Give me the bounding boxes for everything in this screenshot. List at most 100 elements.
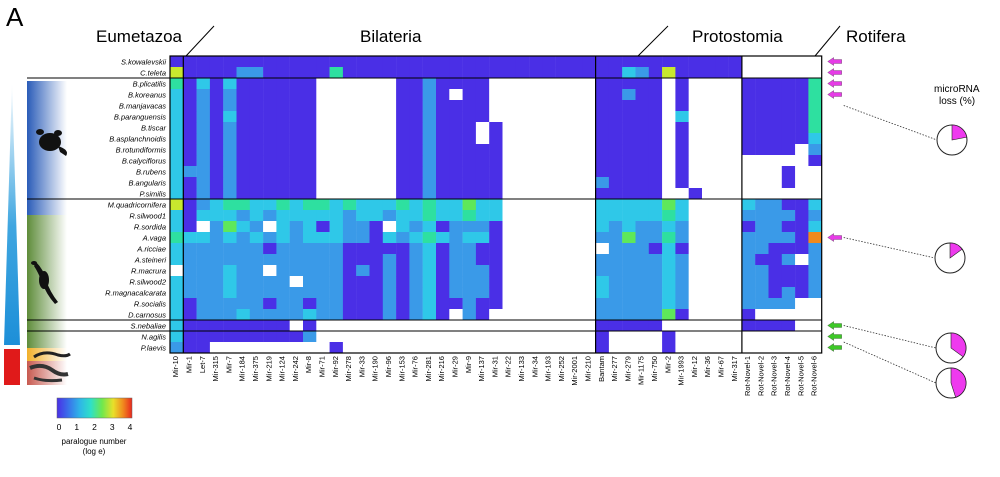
heatmap-cell [515, 199, 530, 211]
heatmap-cell [303, 331, 317, 343]
heatmap-cell [569, 243, 583, 255]
heatmap-cell [409, 133, 423, 145]
heatmap-cell [608, 309, 623, 321]
heatmap-cell [622, 331, 636, 343]
heatmap-cell [662, 276, 676, 288]
heatmap-cell [502, 133, 516, 145]
column-label: Mir-12 [690, 356, 699, 377]
heatmap-cell [436, 309, 450, 321]
row-label: B.rubens [136, 167, 166, 176]
heatmap-cell [622, 243, 636, 255]
heatmap-cell [223, 78, 237, 90]
heatmap-cell [183, 320, 197, 332]
heatmap-cell [170, 221, 184, 233]
column-label: Rot-Novel-5 [796, 356, 805, 396]
heatmap-cell [795, 287, 809, 299]
heatmap-cell [249, 56, 264, 68]
heatmap-cell [662, 133, 676, 145]
heatmap-cell [688, 100, 703, 112]
heatmap-cell [755, 309, 769, 321]
heatmap-cell [622, 265, 636, 277]
heatmap-cell [502, 276, 516, 288]
heatmap-cell [236, 276, 250, 288]
heatmap-cell [236, 342, 250, 354]
heatmap-cell [196, 56, 211, 68]
heatmap-cell [582, 210, 596, 222]
heatmap-cell [648, 276, 663, 288]
heatmap-cell [515, 276, 530, 288]
heatmap-cell [702, 199, 716, 211]
heatmap-cell [768, 287, 782, 299]
heatmap-cell [542, 199, 556, 211]
heatmap-cell [662, 199, 676, 211]
heatmap-cell [249, 331, 264, 343]
heatmap-cell [702, 177, 716, 189]
heatmap-cell [369, 56, 383, 68]
heatmap-cell [702, 188, 716, 200]
heatmap-cell [702, 78, 716, 90]
heatmap-cell [449, 67, 463, 79]
heatmap-cell [768, 111, 782, 123]
heatmap-cell [582, 199, 596, 211]
column-label: Mir-1993 [677, 356, 686, 386]
heatmap-cell [289, 254, 304, 266]
heatmap-cell [209, 166, 224, 178]
heatmap-cell [209, 56, 224, 68]
heatmap-cell [303, 276, 317, 288]
heatmap-cell [409, 166, 423, 178]
heatmap-cell [608, 122, 623, 134]
heatmap-cell [462, 254, 477, 266]
heatmap-cell [369, 265, 383, 277]
row-label: P.similis [139, 189, 166, 198]
heatmap-cell [715, 188, 729, 200]
heatmap-cell [263, 331, 277, 343]
heatmap-cell [342, 89, 357, 101]
heatmap-cell [329, 155, 344, 167]
heatmap-cell [276, 111, 290, 123]
heatmap-cell [462, 298, 477, 310]
heatmap-cell [329, 122, 344, 134]
heatmap-cell [582, 100, 596, 112]
heatmap-cell [316, 320, 330, 332]
heatmap-cell [170, 166, 184, 178]
column-label: Mir-279 [623, 356, 632, 381]
heatmap-cell [715, 254, 729, 266]
heatmap-cell [662, 342, 676, 354]
heatmap-cell [382, 155, 397, 167]
heatmap-cell [209, 265, 224, 277]
heatmap-cell [741, 89, 756, 101]
column-label: Mir-96 [384, 356, 393, 377]
heatmap-cell [755, 199, 769, 211]
heatmap-cell [555, 177, 570, 189]
heatmap-cell [223, 166, 237, 178]
heatmap-cell [582, 177, 596, 189]
heatmap-cell [289, 188, 304, 200]
heatmap-cell [263, 133, 277, 145]
heatmap-cell [475, 210, 490, 222]
heatmap-cell [715, 133, 729, 145]
heatmap-cell [675, 265, 689, 277]
heatmap-cell [489, 188, 503, 200]
heatmap-cell [356, 287, 370, 299]
heatmap-cell [223, 221, 237, 233]
heatmap-cell [396, 144, 410, 156]
heatmap-cell [369, 166, 383, 178]
heatmap-cell [781, 254, 796, 266]
heatmap-cell [569, 100, 583, 112]
heatmap-cell [715, 232, 729, 244]
heatmap-cell [688, 320, 703, 332]
heatmap-cell [236, 177, 250, 189]
heatmap-cell [436, 155, 450, 167]
heatmap-cell [595, 177, 610, 189]
heatmap-cell [382, 78, 397, 90]
heatmap-cell [409, 221, 423, 233]
heatmap-cell [183, 111, 197, 123]
heatmap-cell [542, 232, 556, 244]
heatmap-cell [170, 265, 184, 277]
heatmap-cell [635, 67, 649, 79]
heatmap-cell [422, 155, 437, 167]
heatmap-cell [755, 320, 769, 332]
heatmap-cell [249, 78, 264, 90]
heatmap-cell [409, 342, 423, 354]
heatmap-cell [675, 298, 689, 310]
